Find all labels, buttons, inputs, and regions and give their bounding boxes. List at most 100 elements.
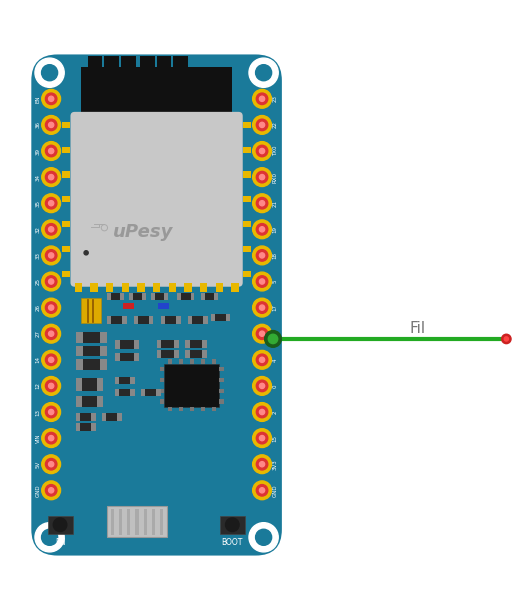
Bar [144, 509, 147, 535]
Circle shape [256, 459, 268, 470]
Circle shape [45, 302, 57, 314]
Bar [104, 56, 119, 68]
Circle shape [256, 171, 268, 183]
Text: 35: 35 [35, 199, 41, 207]
Bar [169, 282, 176, 292]
Bar [157, 56, 171, 68]
Text: 17: 17 [272, 304, 278, 311]
Bar [201, 293, 205, 300]
Bar [174, 350, 179, 358]
Bar [121, 56, 136, 68]
Bar [157, 350, 179, 358]
Bar [160, 367, 164, 371]
Bar [226, 314, 230, 321]
Text: Fil: Fil [410, 321, 425, 336]
Text: 36: 36 [35, 121, 41, 129]
Bar [219, 378, 224, 382]
Text: 19: 19 [272, 226, 278, 233]
Bar [201, 407, 205, 412]
Bar [62, 146, 70, 153]
Bar [141, 389, 145, 396]
Bar [158, 303, 160, 309]
Circle shape [45, 198, 57, 209]
Circle shape [45, 380, 57, 392]
Circle shape [256, 406, 268, 418]
Circle shape [259, 305, 265, 310]
Circle shape [253, 142, 271, 160]
Bar [243, 221, 251, 227]
Circle shape [253, 90, 271, 108]
Circle shape [259, 357, 265, 362]
Circle shape [45, 145, 57, 157]
Bar [161, 316, 181, 324]
Circle shape [256, 198, 268, 209]
Circle shape [49, 227, 54, 232]
Bar [219, 389, 224, 393]
Bar [130, 376, 135, 384]
Bar [48, 517, 73, 534]
Circle shape [45, 354, 57, 365]
Bar [212, 407, 216, 412]
Bar [152, 509, 155, 535]
Bar [211, 314, 230, 321]
Bar [160, 509, 163, 535]
Text: 14: 14 [35, 356, 41, 364]
Bar [189, 407, 194, 412]
Bar [167, 303, 169, 309]
Text: 3V3: 3V3 [272, 459, 278, 470]
Circle shape [42, 429, 61, 448]
Bar [188, 316, 192, 324]
Bar [174, 340, 179, 348]
Bar [141, 389, 161, 396]
Circle shape [253, 298, 271, 317]
Circle shape [49, 253, 54, 258]
Bar [243, 246, 251, 252]
Circle shape [42, 115, 61, 134]
Bar [149, 316, 153, 324]
Bar [151, 293, 155, 300]
Text: 33: 33 [35, 252, 41, 259]
Circle shape [256, 529, 271, 545]
Bar [161, 316, 165, 324]
Bar [160, 400, 164, 404]
Bar [219, 400, 224, 404]
Circle shape [49, 122, 54, 127]
Circle shape [45, 119, 57, 131]
Circle shape [42, 350, 61, 369]
Circle shape [249, 58, 278, 87]
Bar [157, 389, 161, 396]
Circle shape [259, 96, 265, 101]
Circle shape [253, 429, 271, 448]
Bar [243, 122, 251, 128]
Circle shape [42, 142, 61, 160]
Circle shape [249, 523, 278, 552]
Circle shape [49, 279, 54, 284]
Text: 2: 2 [272, 411, 278, 414]
Bar [117, 413, 122, 421]
Bar [107, 316, 111, 324]
Bar [160, 378, 164, 382]
Circle shape [259, 409, 265, 415]
Circle shape [35, 58, 64, 87]
Circle shape [49, 436, 54, 440]
Bar [173, 56, 188, 68]
Bar [102, 413, 122, 421]
Bar [185, 340, 190, 348]
Circle shape [49, 305, 54, 310]
Bar [106, 282, 113, 292]
Bar [243, 271, 251, 277]
Bar [200, 282, 207, 292]
Bar [214, 293, 218, 300]
Bar [201, 359, 205, 364]
Circle shape [253, 168, 271, 187]
Circle shape [45, 276, 57, 287]
Bar [76, 332, 107, 343]
Bar [115, 389, 119, 396]
Bar [134, 316, 138, 324]
Bar [243, 146, 251, 153]
Bar [76, 423, 80, 431]
Bar [185, 350, 207, 358]
Text: 25: 25 [35, 278, 41, 285]
Bar [76, 378, 103, 391]
Bar [158, 303, 169, 309]
